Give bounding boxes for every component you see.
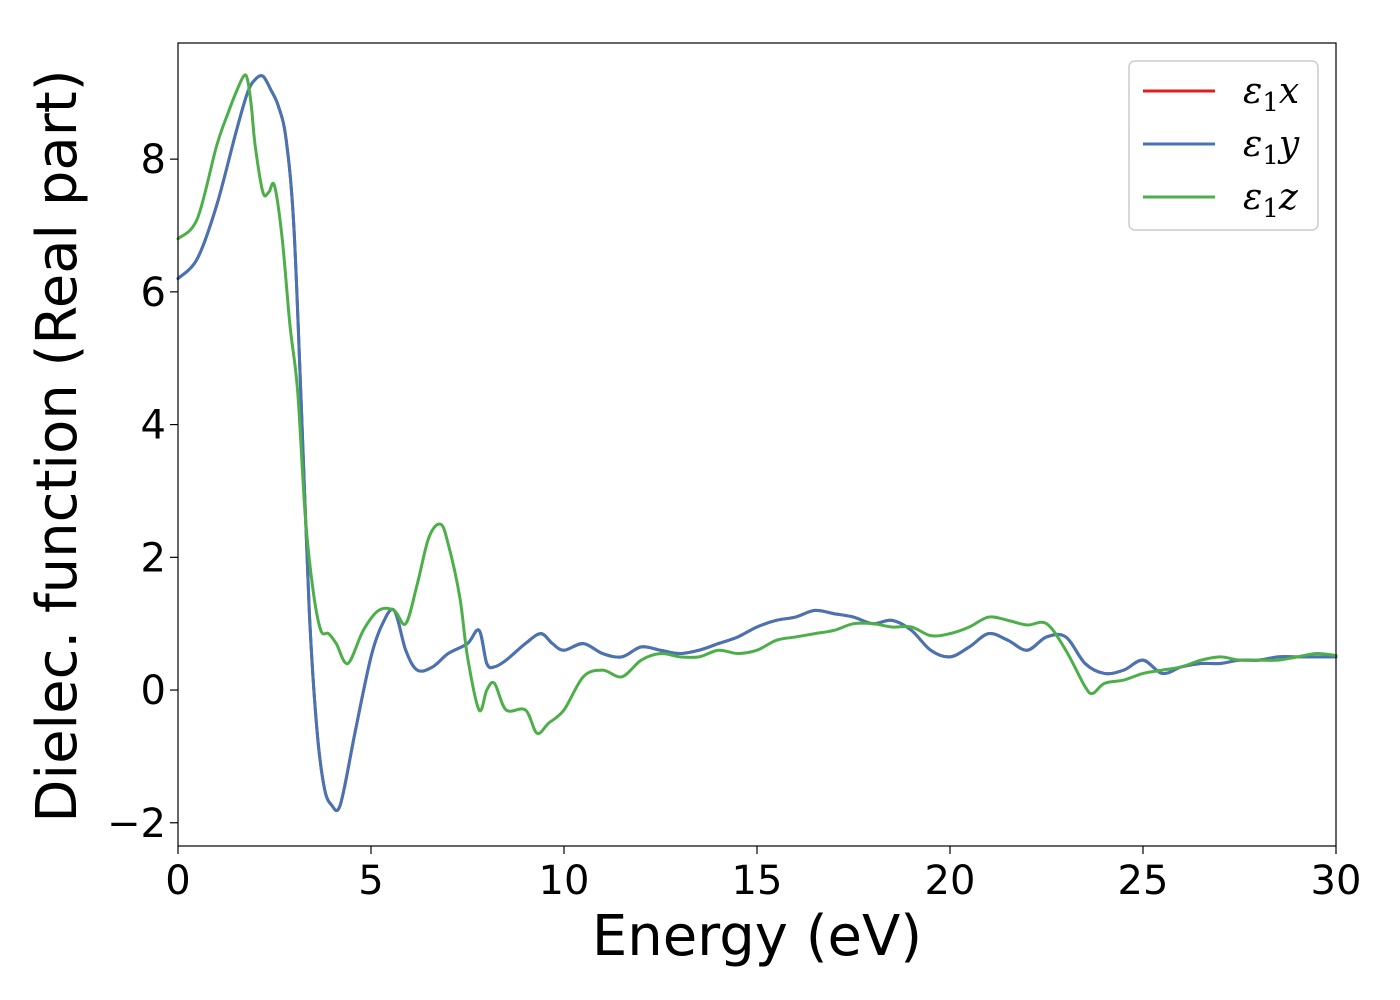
x-tick-label: 25 [1118,858,1169,904]
x-tick-label: 10 [539,858,590,904]
legend-label-sub: 1 [1262,88,1279,118]
legend-frame [1128,60,1319,231]
y-tick-label: 4 [141,403,166,449]
legend-label-sub: 1 [1262,194,1279,224]
x-tick-label: 20 [925,858,976,904]
y-tick-label: 6 [141,270,166,316]
legend-label-base: ε [1243,177,1262,218]
legend-label-var: y [1277,124,1300,165]
y-tick-label: −2 [107,801,166,847]
x-tick-label: 15 [732,858,783,904]
legend-label-sub: 1 [1262,141,1279,171]
x-axis-ticks: 0 5 10 15 20 25 30 [165,846,1361,904]
legend-label-base: ε [1243,71,1262,112]
legend-label-var: x [1279,71,1299,112]
legend-label-var: z [1278,177,1299,218]
y-axis-ticks: −2 0 2 4 6 8 [107,137,178,847]
x-tick-label: 30 [1311,858,1362,904]
legend-label-base: ε [1243,124,1262,165]
legend-label-z: ε1z [1243,177,1299,224]
x-tick-label: 0 [165,858,190,904]
series-line-z [176,73,1338,735]
y-tick-label: 8 [141,137,166,183]
x-axis-label: Energy (eV) [592,904,922,969]
y-tick-label: 0 [141,668,166,714]
legend-label-y: ε1y [1243,124,1300,171]
legend-label-x: ε1x [1243,71,1299,118]
y-tick-label: 2 [141,535,166,581]
y-axis-label: Dielec. function (Real part) [25,69,90,822]
series-layer [176,73,1338,813]
x-tick-label: 5 [358,858,383,904]
